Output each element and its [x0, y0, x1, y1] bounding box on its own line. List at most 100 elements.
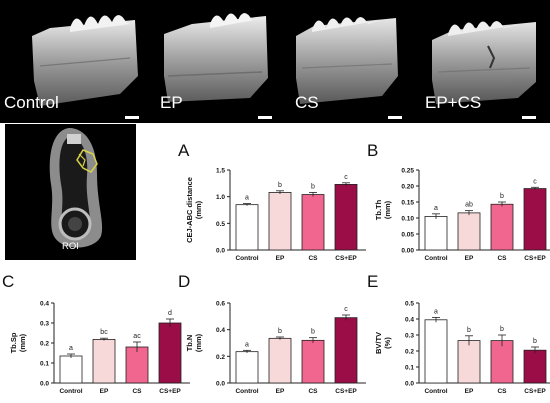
scale-bar-control [125, 116, 139, 119]
significance-label: a [434, 205, 438, 212]
roi-cross-section-image [49, 128, 103, 248]
y-tick-label: 0.1 [40, 361, 49, 368]
x-tick-label: Control [59, 388, 82, 395]
significance-label: ab [465, 202, 473, 209]
control-image-label: Control [4, 93, 59, 112]
significance-label: a [245, 195, 249, 202]
panel-letter-b: B [367, 141, 379, 160]
scale-bar-ep-cs [522, 116, 536, 119]
bar-cs [301, 339, 325, 384]
chart-tb-n: Tb.N(mm) 0.0 0.2 0.4 0.6 a Control b EP b CS c CS+EP [185, 301, 366, 395]
x-tick-label: EP [465, 255, 474, 262]
significance-label: c [533, 178, 537, 185]
bar-control [235, 204, 259, 251]
x-tick-label: Control [235, 255, 258, 262]
bar-cs [490, 203, 514, 251]
panel-letter-c: C [2, 272, 15, 291]
significance-label: b [533, 338, 537, 345]
significance-label: b [278, 328, 282, 335]
bar-control [235, 351, 259, 384]
chart-tb-sp: Tb.Sp(mm) 0.0 0.1 0.2 0.3 0.4 a Control bc EP ac CS… [9, 301, 190, 395]
y-tick-label: 0.15 [401, 200, 414, 207]
significance-label: b [278, 182, 282, 189]
bar-ep [92, 339, 116, 384]
x-tick-label: EP [100, 388, 109, 395]
y-tick-label: 0.6 [216, 301, 225, 308]
bar-ep [457, 212, 481, 251]
roi-image-panel: ROI [5, 124, 136, 260]
significance-label: a [245, 341, 249, 348]
bar-cs-ep [523, 349, 547, 384]
x-tick-label: Control [424, 255, 447, 262]
significance-label: a [69, 345, 73, 352]
x-tick-label: CS [497, 388, 507, 395]
y-tick-label: 0.4 [216, 327, 225, 334]
bar-cs-ep [334, 184, 358, 251]
y-axis-label: CEJ-ABC distance(mm) [185, 177, 203, 243]
y-tick-label: 0.3 [405, 333, 414, 340]
x-tick-label: EP [276, 388, 285, 395]
bar-ep [457, 340, 481, 384]
bar-cs-ep [523, 188, 547, 251]
chart-bv-tv: BV/TV(%) 0.0 0.1 0.2 0.3 0.4 0.5 a Control b EP b CS… [374, 301, 550, 395]
bar-ep [268, 337, 292, 384]
x-tick-label: CS+EP [159, 388, 181, 395]
y-axis-label: Tb.Th(mm) [374, 199, 392, 220]
y-tick-label: 0.10 [401, 216, 414, 223]
bar-cs-ep [334, 317, 358, 384]
significance-label: b [500, 326, 504, 333]
bar-cs [490, 340, 514, 384]
bar-control [424, 216, 448, 251]
y-tick-label: 0.5 [405, 301, 414, 308]
bar-control [424, 319, 448, 384]
y-tick-label: 0.00 [401, 248, 414, 255]
significance-label: d [168, 310, 172, 317]
y-tick-label: 0.3 [40, 321, 49, 328]
bar-ep [268, 192, 292, 251]
y-tick-label: 1.5 [216, 168, 225, 175]
panel-letter-e: E [367, 272, 379, 291]
x-tick-label: Control [235, 388, 258, 395]
y-tick-label: 0.2 [216, 354, 225, 361]
x-tick-label: CS [132, 388, 142, 395]
y-axis-label: Tb.N(mm) [185, 333, 203, 352]
micro-ct-image-strip: Control EP CS EP+CS [0, 0, 550, 123]
x-tick-label: CS+EP [335, 388, 357, 395]
y-tick-label: 0.0 [216, 248, 225, 255]
scale-bar-cs [388, 116, 402, 119]
y-tick-label: 0.2 [405, 349, 414, 356]
ep-jaw-scan-image [164, 13, 268, 102]
x-tick-label: CS+EP [524, 255, 546, 262]
significance-label: b [500, 193, 504, 200]
bar-cs-ep [158, 322, 182, 384]
x-tick-label: EP [465, 388, 474, 395]
significance-label: b [467, 327, 471, 334]
panel-letter-d: D [178, 272, 191, 291]
scale-bar-ep [258, 116, 272, 119]
y-tick-label: 0.05 [401, 232, 414, 239]
y-tick-label: 1.0 [216, 194, 225, 201]
y-axis-label: Tb.Sp(mm) [9, 332, 27, 353]
chart-cej-abc-distance: CEJ-ABC distance(mm) 0.0 0.5 1.0 1.5 a Control… [185, 168, 366, 262]
y-tick-label: 0.25 [401, 168, 414, 175]
y-tick-label: 0.4 [405, 317, 414, 324]
x-tick-label: CS+EP [524, 388, 546, 395]
y-tick-label: 0.1 [405, 365, 414, 372]
significance-label: b [311, 329, 315, 336]
chart-tb-th: Tb.Th(mm) 0.00 0.05 0.10 0.15 0.20 0.25 a Contro… [374, 168, 550, 262]
y-tick-label: 0.5 [216, 221, 225, 228]
ep-image-label: EP [160, 93, 183, 112]
y-tick-label: 0.0 [216, 381, 225, 388]
panel-letter-a: A [178, 141, 190, 160]
y-tick-label: 0.0 [40, 381, 49, 388]
bar-cs [301, 194, 325, 251]
control-jaw-scan-image [32, 15, 138, 106]
ep-cs-jaw-scan-image [432, 21, 536, 104]
ep-cs-image-label: EP+CS [425, 93, 482, 112]
y-tick-label: 0.20 [401, 184, 414, 191]
x-tick-label: CS [308, 255, 318, 262]
y-axis-label: BV/TV(%) [374, 332, 392, 354]
x-tick-label: CS [308, 388, 318, 395]
x-tick-label: Control [424, 388, 447, 395]
cs-image-label: CS [295, 93, 319, 112]
